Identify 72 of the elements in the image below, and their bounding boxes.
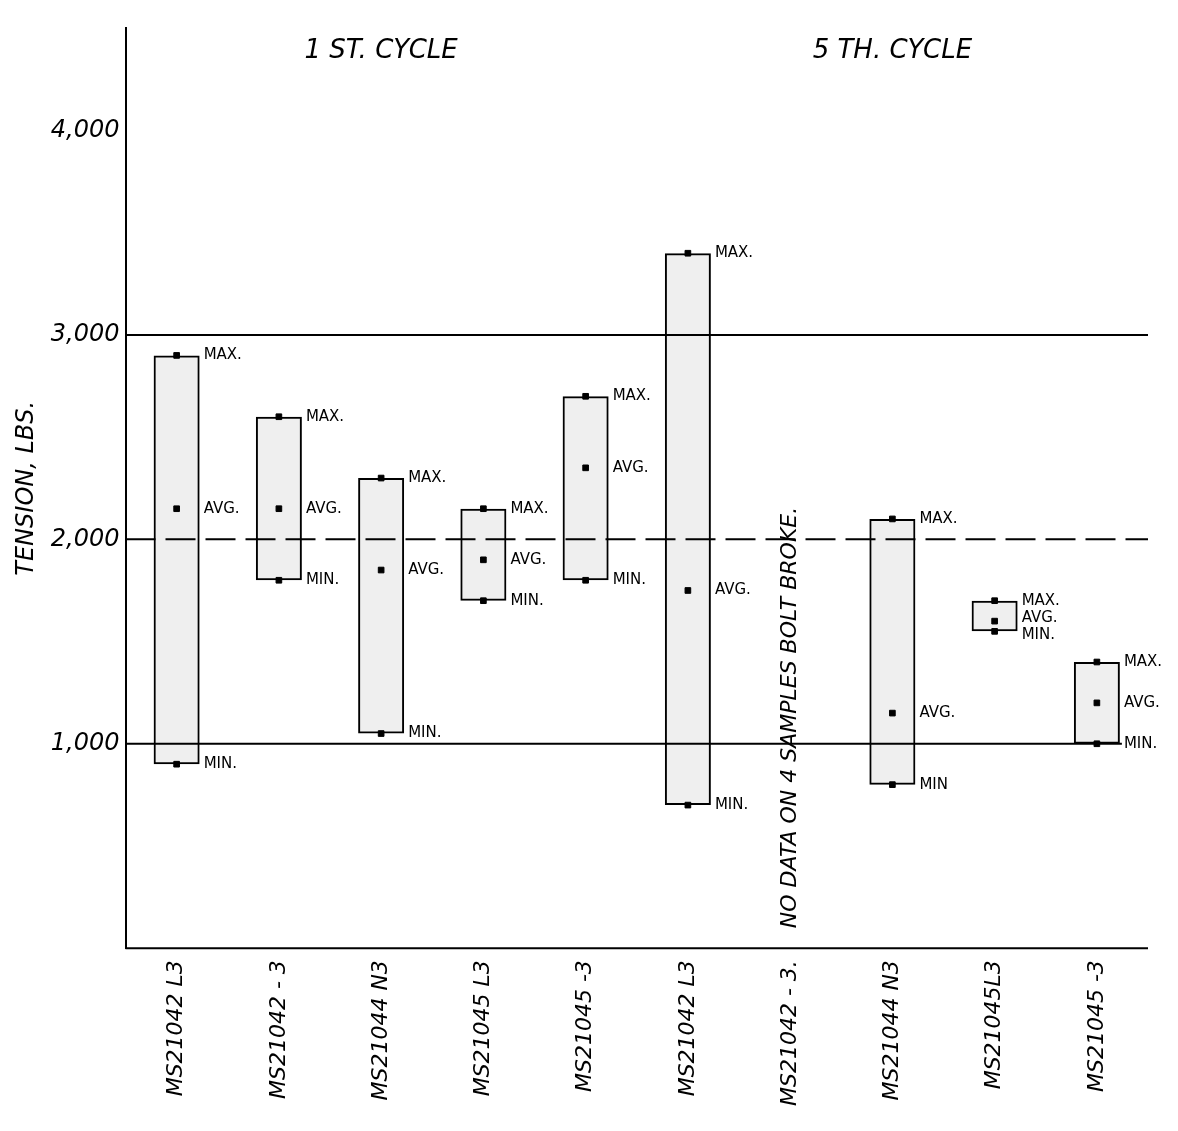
data-label: AVG. [612, 457, 649, 476]
data-label: AVG. [408, 559, 445, 578]
data-label: MAX. [305, 406, 345, 425]
data-label: AVG. [305, 498, 342, 517]
data-label: MIN. [612, 570, 646, 589]
x-tick-label: MS21042 - 3 [264, 960, 290, 1100]
x-tick-label: MS21042 L3 [673, 960, 699, 1097]
point [582, 576, 589, 584]
data-label: AVG. [1123, 692, 1160, 711]
point [889, 781, 896, 788]
point [173, 505, 180, 513]
point [582, 392, 589, 400]
annotation: 5 TH. CYCLE [812, 34, 973, 65]
x-tick-label: MS21045 -3 [1082, 960, 1108, 1093]
x-tick-label: MS21044 N3 [366, 960, 392, 1101]
data-label: AVG. [203, 498, 240, 517]
point [377, 474, 385, 482]
point [1093, 658, 1101, 666]
data-label: MIN. [203, 754, 237, 773]
x-tick-label: MS21045 -3 [571, 960, 597, 1093]
point [889, 515, 896, 523]
point [480, 505, 487, 513]
data-label: MAX. [1021, 590, 1060, 609]
point [1093, 740, 1101, 748]
point [377, 730, 385, 737]
data-label: MAX. [612, 386, 651, 405]
point [1093, 699, 1101, 707]
data-label: MAX. [714, 243, 754, 262]
data-label: MAX. [408, 467, 447, 486]
y-tick-label: 3,000 [50, 319, 120, 348]
point [173, 760, 180, 768]
point [684, 801, 692, 809]
data-label: MAX. [510, 498, 549, 517]
point [991, 617, 998, 625]
point [991, 628, 998, 635]
point [173, 352, 180, 359]
data-label: AVG. [714, 580, 751, 599]
point [275, 505, 283, 513]
data-label: MIN. [510, 590, 544, 609]
data-label: MIN. [714, 794, 749, 813]
data-label: MIN. [305, 570, 340, 589]
data-label: MAX. [203, 345, 242, 364]
x-tick-label: MS21045 L3 [469, 960, 495, 1097]
point [377, 566, 385, 574]
data-label: MIN. [408, 723, 442, 742]
data-label: AVG. [1021, 607, 1058, 626]
data-label: MIN [919, 774, 948, 793]
point [480, 597, 487, 605]
x-tick-label: MS21042 L3 [162, 960, 188, 1097]
x-tick-label: MS21045L3 [980, 960, 1006, 1090]
point [889, 709, 896, 717]
annotation: NO DATA ON 4 SAMPLES BOLT BROKE. [775, 506, 801, 929]
point [582, 464, 589, 472]
data-label: MIN. [1021, 624, 1055, 643]
data-label: MIN. [1123, 733, 1158, 752]
point [684, 587, 692, 594]
data-label: AVG. [919, 703, 956, 721]
data-label: AVG. [510, 549, 547, 568]
annotation: 1 ST. CYCLE [304, 34, 459, 65]
point [991, 597, 998, 605]
data-label: MAX. [919, 508, 958, 527]
point [275, 413, 283, 421]
y-axis-title: TENSION, LBS. [10, 400, 39, 576]
point [684, 249, 692, 257]
y-tick-label: 1,000 [50, 728, 120, 756]
data-label: MAX. [1123, 651, 1163, 670]
y-tick-label: 4,000 [50, 114, 120, 143]
x-tick-label: MS21044 N3 [878, 960, 904, 1101]
point [480, 556, 487, 564]
x-tick-label: MS21042 - 3. [775, 960, 801, 1107]
point [275, 576, 283, 584]
y-tick-label: 2,000 [50, 523, 120, 552]
